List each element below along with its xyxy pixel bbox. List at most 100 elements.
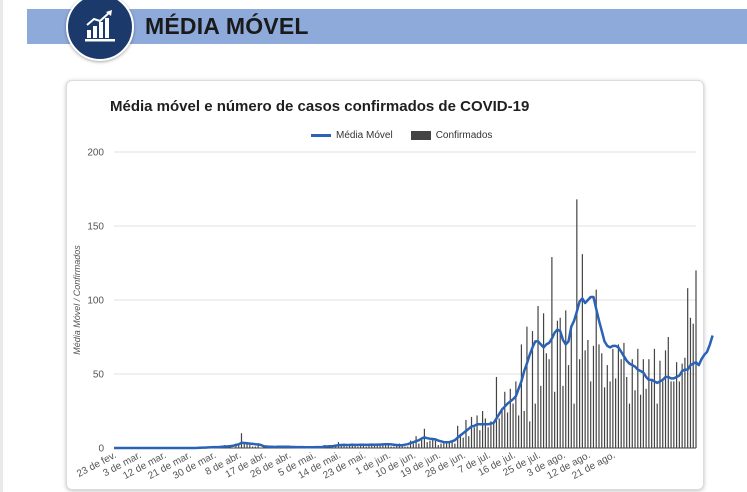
bar: [498, 418, 500, 448]
bar: [623, 342, 625, 448]
bar: [251, 446, 254, 448]
bar: [379, 445, 381, 448]
bar: [648, 359, 650, 448]
bar: [448, 442, 450, 448]
legend-item-media-movel[interactable]: Média Móvel: [336, 130, 393, 141]
bar: [653, 348, 656, 448]
bar: [554, 391, 556, 448]
bar: [542, 313, 545, 448]
bar: [412, 443, 414, 448]
bar: [518, 415, 520, 448]
bar: [662, 381, 664, 448]
bar: [257, 445, 259, 448]
bar: [681, 363, 683, 448]
bar: [659, 360, 661, 448]
bar: [357, 446, 359, 448]
y-tick-label: 150: [87, 222, 104, 233]
bar: [404, 446, 406, 448]
bar: [418, 443, 420, 448]
bar: [240, 433, 243, 448]
header-band: [27, 9, 747, 44]
bar: [637, 348, 639, 448]
bar: [443, 442, 445, 448]
bar: [567, 365, 570, 448]
bar: [387, 445, 389, 448]
bar: [373, 445, 376, 448]
section-title: MÉDIA MÓVEL: [145, 13, 309, 39]
y-tick-label: 200: [87, 148, 104, 159]
bar: [354, 445, 356, 448]
bar: [487, 427, 489, 448]
bar: [512, 403, 514, 448]
bar: [562, 385, 564, 448]
chart-title: Média móvel e número de casos confirmado…: [110, 98, 530, 115]
bar: [559, 317, 561, 448]
bar: [506, 412, 509, 448]
bar: [360, 445, 362, 448]
bar: [684, 357, 686, 448]
bar: [385, 443, 387, 448]
bar: [348, 445, 351, 448]
bar: [429, 440, 431, 448]
y-tick-label: 50: [93, 370, 105, 381]
bar: [606, 365, 608, 448]
bar: [534, 403, 536, 448]
legend-line-swatch: [311, 134, 331, 137]
bar: [556, 320, 559, 448]
bar: [590, 381, 592, 448]
bar: [695, 270, 697, 448]
bar: [603, 387, 606, 448]
bar: [570, 325, 572, 448]
bar: [243, 442, 245, 448]
bar: [434, 440, 437, 448]
bar: [673, 381, 675, 448]
bar: [249, 445, 251, 448]
bar: [484, 418, 486, 448]
bar: [651, 381, 653, 448]
bar: [432, 439, 434, 448]
bar: [421, 437, 423, 448]
bar: [407, 446, 409, 448]
bar: [617, 344, 619, 448]
bar: [626, 376, 628, 448]
legend-bar-swatch: [410, 131, 431, 140]
bar: [656, 403, 658, 448]
bar: [346, 446, 348, 448]
bar: [459, 434, 462, 448]
bar: [551, 257, 553, 448]
bar: [642, 359, 644, 448]
bar: [587, 339, 589, 448]
bar: [676, 362, 678, 448]
bar: [620, 359, 622, 448]
moving-average-line: [114, 295, 714, 450]
bar: [634, 390, 636, 448]
bar: [470, 416, 473, 448]
bar: [382, 443, 384, 448]
bar: [615, 378, 617, 448]
y-tick-label: 100: [87, 296, 104, 307]
bar: [504, 391, 506, 448]
bar: [645, 388, 647, 448]
bar: [254, 446, 256, 448]
bar: [468, 436, 470, 448]
legend: Média Móvel Confirmados: [311, 130, 492, 141]
bar: [692, 323, 694, 448]
bar: [573, 403, 575, 448]
bar: [612, 348, 614, 448]
bar: [529, 421, 531, 448]
bar: [501, 408, 503, 448]
bar: [670, 381, 672, 448]
chart-card: [66, 80, 704, 490]
bar: [368, 445, 370, 448]
bar: [520, 344, 522, 448]
bar: [601, 353, 603, 448]
bar: [393, 446, 395, 448]
bar: [548, 359, 550, 448]
bar: [440, 443, 442, 448]
bar: [537, 305, 539, 448]
bar: [473, 427, 475, 448]
bar: [664, 350, 667, 448]
bar: [689, 317, 692, 448]
legend-item-confirmados[interactable]: Confirmados: [435, 130, 493, 141]
